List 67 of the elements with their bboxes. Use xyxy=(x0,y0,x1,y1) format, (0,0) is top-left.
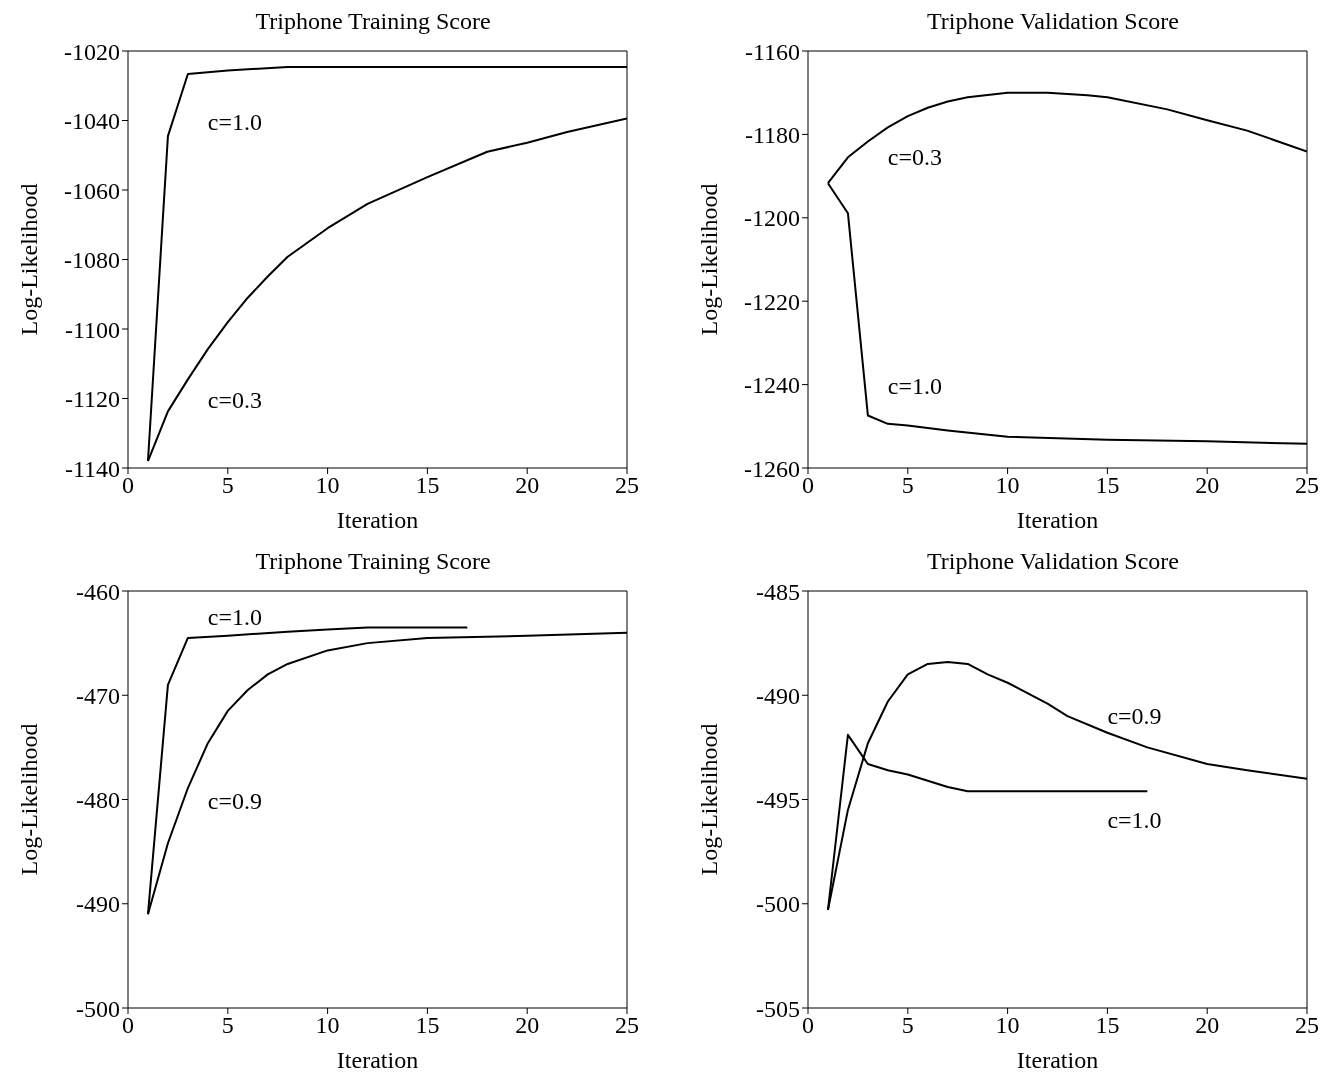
y-tick-label: -490 xyxy=(756,682,800,709)
y-tick-label: -1140 xyxy=(64,455,120,482)
y-tick-label: -1240 xyxy=(744,372,800,399)
chart-title: Triphone Training Score xyxy=(254,8,492,36)
y-tick-label: -1080 xyxy=(64,247,120,274)
y-tick-label: -1260 xyxy=(744,455,800,482)
x-tick-label: 25 xyxy=(1295,1012,1319,1039)
y-tick-label: -470 xyxy=(76,682,120,709)
x-tick-label: 15 xyxy=(1095,472,1120,499)
x-tick-label: 0 xyxy=(122,1012,134,1039)
x-axis-title: Iteration xyxy=(1016,1047,1099,1073)
x-tick-label: 20 xyxy=(515,472,540,499)
x-tick-label: 10 xyxy=(315,472,340,499)
y-tick-label: -1100 xyxy=(64,316,120,343)
annotation: c=1.0 xyxy=(1107,806,1162,834)
y-axis-title: Log-Likelihood xyxy=(15,183,42,336)
x-tick-label: 25 xyxy=(1295,472,1319,499)
x-tick-label: 20 xyxy=(1195,1012,1220,1039)
y-tick-label: -500 xyxy=(76,995,120,1022)
x-axis-title: Iteration xyxy=(1016,507,1099,533)
annotation: c=0.3 xyxy=(887,143,943,171)
x-tick-label: 15 xyxy=(1095,1012,1120,1039)
x-tick-label: 5 xyxy=(221,1012,234,1039)
y-tick-label: -485 xyxy=(756,578,800,605)
x-tick-label: 5 xyxy=(901,472,914,499)
y-axis-title: Log-Likelihood xyxy=(15,723,42,876)
x-tick-label: 20 xyxy=(1195,472,1220,499)
x-tick-label: 25 xyxy=(615,1012,639,1039)
annotation: c=0.9 xyxy=(1107,702,1162,730)
y-axis-title: Log-Likelihood xyxy=(695,183,722,336)
y-tick-label: -1060 xyxy=(64,177,120,204)
annotation: c=1.0 xyxy=(887,372,943,400)
y-tick-label: -1040 xyxy=(64,108,120,135)
annotation: c=0.9 xyxy=(207,787,263,815)
x-axis-title: Iteration xyxy=(336,1047,419,1073)
y-tick-label: -500 xyxy=(756,891,800,918)
y-tick-label: -495 xyxy=(756,787,800,814)
x-tick-label: 20 xyxy=(515,1012,540,1039)
x-tick-label: 15 xyxy=(415,472,440,499)
x-tick-label: 10 xyxy=(995,472,1020,499)
y-tick-label: -1120 xyxy=(64,386,120,413)
y-tick-label: -490 xyxy=(76,891,120,918)
y-tick-label: -1180 xyxy=(744,121,800,148)
y-tick-label: -1200 xyxy=(744,205,800,232)
y-tick-label: -1020 xyxy=(64,38,120,65)
annotation: c=1.0 xyxy=(207,108,263,136)
y-tick-label: -1220 xyxy=(744,288,800,315)
y-tick-label: -480 xyxy=(76,787,120,814)
annotation: c=1.0 xyxy=(207,603,263,631)
x-tick-label: 25 xyxy=(615,472,639,499)
x-tick-label: 5 xyxy=(221,472,234,499)
x-tick-label: 0 xyxy=(122,472,134,499)
x-tick-label: 0 xyxy=(802,1012,814,1039)
y-tick-label: -505 xyxy=(756,995,800,1022)
x-tick-label: 15 xyxy=(415,1012,440,1039)
x-tick-label: 0 xyxy=(802,472,814,499)
x-tick-label: 5 xyxy=(901,1012,914,1039)
chart-title: Triphone Training Score xyxy=(254,548,492,576)
annotation: c=0.3 xyxy=(207,386,263,414)
y-tick-label: -1160 xyxy=(744,38,800,65)
y-axis-title: Log-Likelihood xyxy=(695,723,722,876)
x-axis-title: Iteration xyxy=(336,507,419,533)
y-tick-label: -460 xyxy=(76,578,120,605)
chart-title: Triphone Validation Score xyxy=(926,548,1180,576)
x-tick-label: 10 xyxy=(315,1012,340,1039)
chart-title: Triphone Validation Score xyxy=(926,8,1180,36)
x-tick-label: 10 xyxy=(995,1012,1020,1039)
